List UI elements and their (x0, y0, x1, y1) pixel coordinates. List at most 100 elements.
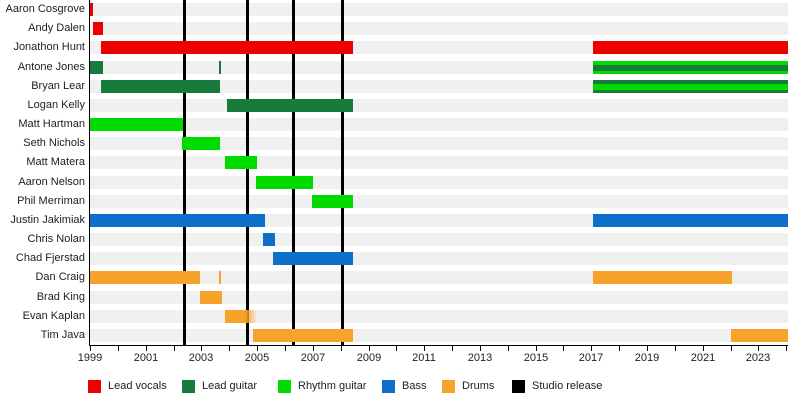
legend-swatch-drums (442, 379, 455, 393)
axis-year-label: 2005 (244, 352, 270, 364)
role-stripe-rhythm_guitar (593, 84, 788, 90)
axis-tick (786, 346, 787, 351)
row-track (90, 252, 788, 265)
legend-label: Studio release (532, 380, 603, 392)
member-name-label: Aaron Nelson (18, 176, 85, 188)
member-name-label: Dan Craig (35, 271, 85, 283)
axis-tick (508, 346, 509, 351)
legend-item-bass: Bass (382, 379, 426, 393)
member-name-label: Brad King (36, 291, 85, 303)
row-track (90, 233, 788, 246)
axis-year-label: 2011 (412, 352, 436, 364)
legend-item-drums: Drums (442, 379, 494, 393)
axis-tick (591, 346, 592, 351)
role-bar-bass (263, 233, 275, 246)
axis-tick (229, 346, 230, 351)
axis-tick (118, 346, 119, 351)
role-bar-lead_vocals (93, 22, 103, 35)
axis-year-label: 2007 (300, 352, 326, 364)
legend-item-lead_vocals: Lead vocals (88, 379, 167, 393)
member-name-label: Evan Kaplan (22, 310, 85, 322)
axis-year-label: 2017 (578, 352, 604, 364)
role-bar-lead_guitar (101, 80, 220, 93)
axis-year-label: 2013 (467, 352, 493, 364)
row-track (90, 310, 788, 323)
row-track (90, 22, 788, 35)
row-track (90, 137, 788, 150)
legend-item-studio_release: Studio release (512, 379, 602, 393)
role-bar-lead_guitar (227, 99, 353, 112)
axis-tick (619, 346, 620, 351)
studio-release-line (246, 0, 249, 345)
member-name-label: Logan Kelly (27, 99, 86, 111)
legend-swatch-rhythm_guitar (278, 379, 291, 393)
axis-year-label: 1999 (77, 352, 103, 364)
member-name-label: Chris Nolan (27, 233, 85, 245)
legend-label: Drums (462, 380, 495, 392)
axis-tick (703, 346, 704, 351)
row-track (90, 195, 788, 208)
member-name-label: Aaron Cosgrove (5, 3, 86, 15)
member-name-label: Andy Dalen (28, 22, 85, 34)
role-bar-lead_guitar (593, 80, 788, 93)
role-bar-rhythm_guitar (182, 137, 220, 150)
legend-swatch-studio_release (512, 379, 525, 393)
row-track (90, 99, 788, 112)
axis-tick (647, 346, 648, 351)
row-track (90, 156, 788, 169)
role-bar-drums (731, 329, 788, 342)
role-tick-drums (219, 271, 221, 284)
axis-tick (313, 346, 314, 351)
axis-tick (424, 346, 425, 351)
role-bar-bass (273, 252, 353, 265)
role-bar-drums (593, 271, 732, 284)
legend-label: Bass (402, 380, 427, 392)
axis-year-label: 2001 (133, 352, 159, 364)
role-bar-drums (253, 329, 353, 342)
studio-release-line (341, 0, 344, 345)
studio-release-line (292, 0, 295, 345)
member-name-label: Tim Java (40, 329, 85, 341)
role-bar-rhythm_guitar (256, 176, 313, 189)
axis-tick (396, 346, 397, 351)
role-bar-lead_vocals (593, 41, 788, 54)
row-track (90, 3, 788, 16)
member-name-label: Antone Jones (17, 61, 85, 73)
legend-swatch-lead_guitar (182, 379, 195, 393)
legend-swatch-bass (382, 379, 395, 393)
axis-tick (536, 346, 537, 351)
role-bar-rhythm_guitar (90, 118, 183, 131)
x-axis-line (89, 345, 788, 346)
axis-tick (90, 346, 91, 351)
row-track (90, 176, 788, 189)
legend-item-rhythm_guitar: Rhythm guitar (278, 379, 366, 393)
member-name-label: Bryan Lear (31, 80, 85, 92)
axis-tick (563, 346, 564, 351)
member-name-label: Justin Jakimiak (10, 214, 85, 226)
axis-tick (257, 346, 258, 351)
member-name-label: Matt Matera (26, 156, 85, 168)
row-track (90, 329, 788, 342)
studio-release-line (183, 0, 186, 345)
role-bar-drums (200, 291, 222, 304)
axis-tick (731, 346, 732, 351)
member-name-label: Chad Fjerstad (15, 252, 85, 264)
axis-tick (369, 346, 370, 351)
role-bar-lead_vocals (101, 41, 353, 54)
role-bar-rhythm_guitar (593, 61, 788, 74)
role-bar-lead_guitar (90, 61, 103, 74)
legend-label: Lead guitar (202, 380, 258, 392)
axis-tick (480, 346, 481, 351)
axis-tick (146, 346, 147, 351)
legend-item-lead_guitar: Lead guitar (182, 379, 257, 393)
role-bar-drums (90, 271, 200, 284)
member-name-label: Jonathon Hunt (13, 41, 85, 53)
member-name-label: Seth Nichols (23, 137, 85, 149)
axis-tick (285, 346, 286, 351)
role-bar-bass (593, 214, 788, 227)
axis-tick (675, 346, 676, 351)
role-bar-rhythm_guitar (312, 195, 353, 208)
legend-swatch-lead_vocals (88, 379, 101, 393)
axis-year-label: 2015 (523, 352, 549, 364)
